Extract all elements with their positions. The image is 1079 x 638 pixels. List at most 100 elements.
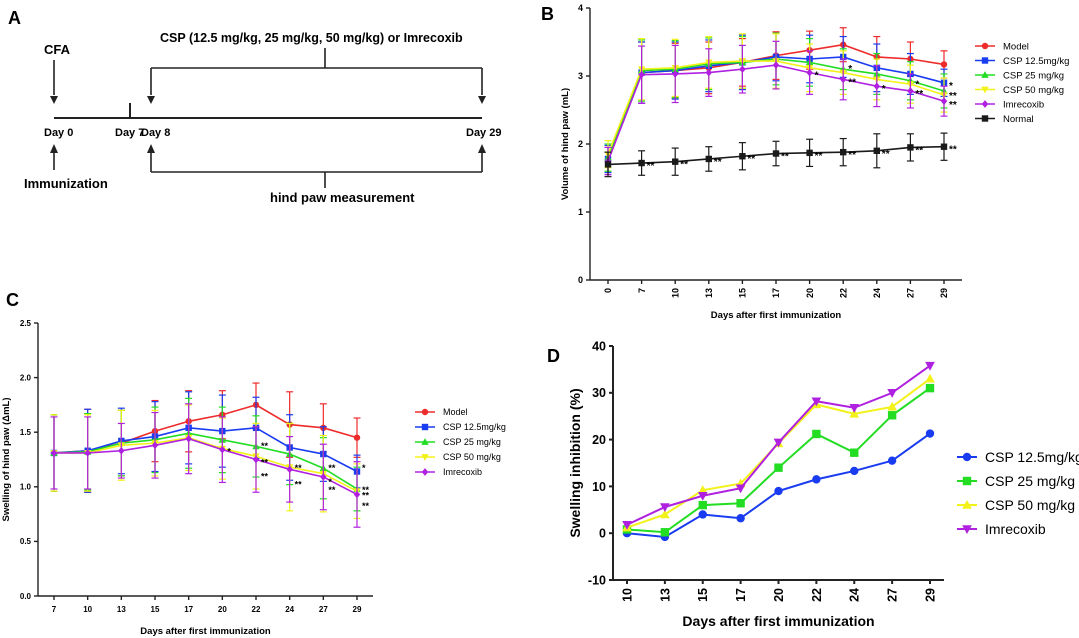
data-point <box>940 61 948 68</box>
measurement-label: hind paw measurement <box>270 190 415 205</box>
significance-mark: ** <box>295 463 303 473</box>
legend-marker <box>962 476 972 486</box>
significance-mark: ** <box>949 100 957 111</box>
treatment-label: CSP (12.5 mg/kg, 25 mg/kg, 50 mg/kg) or … <box>160 31 463 45</box>
data-point <box>849 403 860 413</box>
x-tick-label: 29 <box>939 288 949 298</box>
data-point <box>735 484 746 494</box>
x-tick-label: 7 <box>52 605 57 614</box>
legend-label: Imrecoxib <box>985 521 1046 537</box>
data-point <box>806 149 813 157</box>
panel-d-label: D <box>547 346 560 366</box>
immunization-label: Immunization <box>24 176 108 191</box>
legend-label: CSP 25 mg/kg <box>1003 70 1064 81</box>
legend-label: CSP 50 mg/kg <box>985 497 1075 513</box>
data-point <box>925 429 935 438</box>
legend-marker <box>421 468 429 476</box>
data-point <box>940 143 948 150</box>
series-imrecoxib <box>622 361 935 530</box>
arrow-down-icon <box>147 96 155 104</box>
data-point <box>638 70 645 79</box>
series-csp-50-mg-kg <box>50 404 361 520</box>
significance-mark: ** <box>915 145 923 156</box>
x-tick-label: 20 <box>218 605 227 614</box>
data-point <box>622 520 632 530</box>
x-axis-title: Days after first immunization <box>140 626 271 637</box>
series-model <box>50 382 361 493</box>
data-point <box>320 473 327 481</box>
significance-mark: * <box>848 64 852 75</box>
data-point <box>812 429 821 439</box>
significance-mark: ** <box>362 501 370 511</box>
y-tick-label: 2.0 <box>20 373 32 382</box>
series-normal <box>604 132 948 178</box>
legend-marker <box>962 452 972 462</box>
series-line <box>53 432 358 490</box>
legend-label: Normal <box>1003 114 1034 125</box>
significance-mark: ** <box>714 157 722 168</box>
data-point <box>353 434 361 441</box>
y-tick-label: 40 <box>592 339 606 353</box>
legend-label: Model <box>443 407 468 417</box>
significance-mark: * <box>949 81 953 92</box>
x-tick-label: 10 <box>620 588 634 602</box>
x-tick-label: 29 <box>353 605 362 614</box>
data-point <box>887 389 897 398</box>
x-tick-label: 22 <box>838 288 848 298</box>
data-point <box>806 68 813 77</box>
data-point <box>873 82 880 91</box>
data-point <box>698 510 707 519</box>
data-point <box>739 153 746 160</box>
data-point <box>736 499 745 508</box>
significance-mark: ** <box>261 458 269 468</box>
data-point <box>925 383 935 393</box>
x-axis-title: Days after first immunization <box>682 613 874 629</box>
legend-marker <box>981 57 989 64</box>
x-tick-label: 7 <box>637 288 647 293</box>
chart-panel-c: C 0.0 0.5 1.0 1.5 2.0 2.5 7 10 13 15 17 20 22 24 27 29 Da… <box>1 290 506 637</box>
data-point <box>907 87 914 95</box>
data-point <box>252 455 260 464</box>
y-axis-title: Swelling of hind paw (ΔmL) <box>1 398 12 522</box>
legend-marker <box>981 115 989 122</box>
x-tick-label: 17 <box>184 605 193 614</box>
significance-mark: * <box>328 477 332 487</box>
data-point <box>773 438 784 448</box>
significance-mark: ** <box>680 160 688 171</box>
legend-marker <box>981 100 989 108</box>
data-point <box>812 475 821 484</box>
x-tick-label: 29 <box>923 588 937 602</box>
data-point <box>887 411 897 420</box>
data-point <box>219 445 226 454</box>
x-tick-label: 27 <box>319 605 328 614</box>
data-point <box>672 158 679 165</box>
data-point <box>185 434 192 443</box>
data-point <box>697 491 708 501</box>
legend-label: CSP 50 mg/kg <box>443 452 501 462</box>
data-point <box>850 466 859 476</box>
data-point <box>118 446 125 455</box>
y-tick-label: 20 <box>592 433 606 447</box>
data-point <box>774 463 783 472</box>
data-point <box>840 148 847 156</box>
legend-marker <box>421 408 429 416</box>
significance-mark: ** <box>328 485 336 495</box>
significance-mark: * <box>815 71 819 82</box>
data-point <box>705 155 712 163</box>
arrow-down-icon <box>50 96 58 104</box>
significance-mark: ** <box>781 152 789 163</box>
cfa-label: CFA <box>44 42 71 57</box>
x-tick-label: 15 <box>151 605 160 614</box>
panel-a-label: A <box>8 8 21 28</box>
data-point <box>925 361 935 371</box>
x-tick-label: 15 <box>738 288 748 298</box>
significance-mark: ** <box>261 441 269 451</box>
significance-mark: * <box>227 447 231 457</box>
legend-marker <box>981 42 989 50</box>
arrow-up-icon <box>50 144 58 153</box>
x-tick-label: 17 <box>734 588 748 602</box>
significance-mark: ** <box>815 151 823 162</box>
series-line <box>54 436 358 492</box>
legend-label: CSP 12.5mg/kg <box>985 449 1079 465</box>
x-tick-label: 27 <box>906 288 916 298</box>
